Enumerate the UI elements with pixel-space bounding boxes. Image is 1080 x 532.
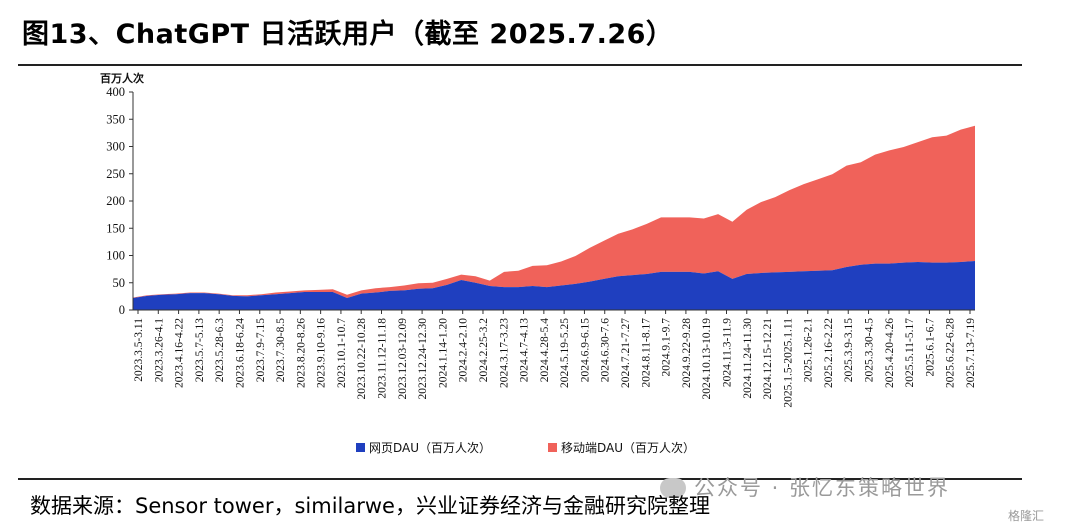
y-tick-label: 250	[106, 167, 125, 181]
x-tick-label: 2023.10.1-10.7	[336, 318, 348, 388]
x-tick-label: 2024.9.22-9.28	[681, 318, 693, 388]
x-tick-label: 2024.5.19-5.25	[559, 318, 571, 388]
x-tick-label: 2023.9.10-9.16	[316, 318, 328, 388]
y-unit-label: 百万人次	[100, 71, 144, 85]
series-mobile-dau-area	[133, 125, 975, 299]
x-tick-label: 2023.12.24-12.30	[417, 318, 429, 400]
x-tick-label: 2023.5.28-6.3	[214, 318, 226, 382]
x-tick-label: 2024.6.9-6.15	[579, 318, 591, 382]
series-web-dau-area	[133, 260, 975, 310]
x-tick-label: 2024.10.13-10.19	[701, 318, 713, 400]
y-tick-label: 50	[113, 276, 126, 290]
x-tick-label: 2025.6.1-6.7	[924, 318, 936, 377]
watermark: 公众号 · 张忆东策略世界	[660, 472, 950, 502]
x-tick-label: 2025.3.30-4.5	[864, 318, 876, 382]
x-tick-label: 2024.2.4-2.10	[458, 318, 470, 382]
x-tick-label: 2024.12.15-12.21	[762, 318, 774, 400]
x-tick-label: 2023.3.26-4.1	[153, 318, 165, 382]
y-tick-label: 350	[106, 112, 125, 126]
x-tick-label: 2023.4.16-4.22	[174, 318, 186, 388]
x-tick-label: 2023.7.9-7.15	[255, 318, 267, 382]
legend-label-web: 网页DAU（百万人次）	[369, 441, 491, 455]
x-tick-label: 2023.8.20-8.26	[295, 318, 307, 388]
x-tick-label: 2024.4.28-5.4	[539, 318, 551, 382]
page-title: 图13、ChatGPT 日活跃用户（截至 2025.7.26）	[22, 19, 674, 50]
x-tick-label: 2024.8.11-8.17	[640, 318, 652, 388]
x-tick-label: 2023.10.22-10.28	[356, 318, 368, 400]
y-tick-label: 200	[106, 194, 125, 208]
x-tick-label: 2023.12.03-12.09	[397, 318, 409, 400]
x-tick-label: 2025.1.26-2.1	[803, 318, 815, 382]
x-tick-label: 2025.1.5-2025.1.11	[782, 318, 794, 408]
x-tick-label: 2025.6.22-6.28	[945, 318, 957, 388]
x-tick-label: 2025.4.20-4.26	[884, 318, 896, 388]
legend-swatch-mobile	[548, 443, 557, 452]
gelonghui-logo: 格隆汇	[1008, 509, 1045, 523]
x-tick-label: 2023.5.7-5.13	[194, 318, 206, 382]
wechat-icon	[660, 478, 686, 498]
x-tick-label: 2025.2.16-2.22	[823, 318, 835, 388]
watermark-text: 公众号 · 张忆东策略世界	[694, 476, 951, 500]
legend-swatch-web	[356, 443, 365, 452]
source-divider	[18, 478, 1022, 480]
x-tick-label: 2025.5.11-5.17	[904, 318, 916, 388]
x-tick-label: 2025.7.13-7.19	[965, 318, 977, 388]
x-tick-label: 2024.2.25-3.2	[478, 318, 490, 382]
y-tick-label: 300	[106, 140, 125, 154]
y-tick-label: 150	[106, 221, 125, 235]
y-tick-label: 0	[119, 303, 125, 317]
source-note: 数据来源：Sensor tower，similarwe，兴业证券经济与金融研究院…	[30, 494, 710, 518]
title-divider	[18, 64, 1022, 66]
x-tick-label: 2024.11.24-11.30	[742, 318, 754, 399]
x-tick-label: 2025.3.9-3.15	[843, 318, 855, 382]
x-tick-label: 2024.11.3-11.9	[721, 318, 733, 387]
x-tick-label: 2024.7.21-7.27	[620, 318, 632, 388]
x-tick-label: 2023.3.5-3.11	[133, 318, 145, 382]
x-tick-label: 2024.1.14-1.20	[437, 318, 449, 388]
x-tick-label: 2024.9.1-9.7	[661, 318, 673, 377]
x-tick-label: 2024.6.30-7.6	[600, 318, 612, 382]
legend-label-mobile: 移动端DAU（百万人次）	[561, 441, 695, 455]
y-tick-label: 100	[106, 249, 125, 263]
x-tick-label: 2023.6.18-6.24	[234, 318, 246, 388]
x-tick-label: 2024.4.7-4.13	[519, 318, 531, 382]
x-tick-label: 2024.3.17-3.23	[498, 318, 510, 388]
x-tick-label: 2023.7.30-8.5	[275, 318, 287, 382]
x-tick-label: 2023.11.12-11.18	[377, 318, 389, 399]
y-tick-label: 400	[106, 85, 125, 99]
